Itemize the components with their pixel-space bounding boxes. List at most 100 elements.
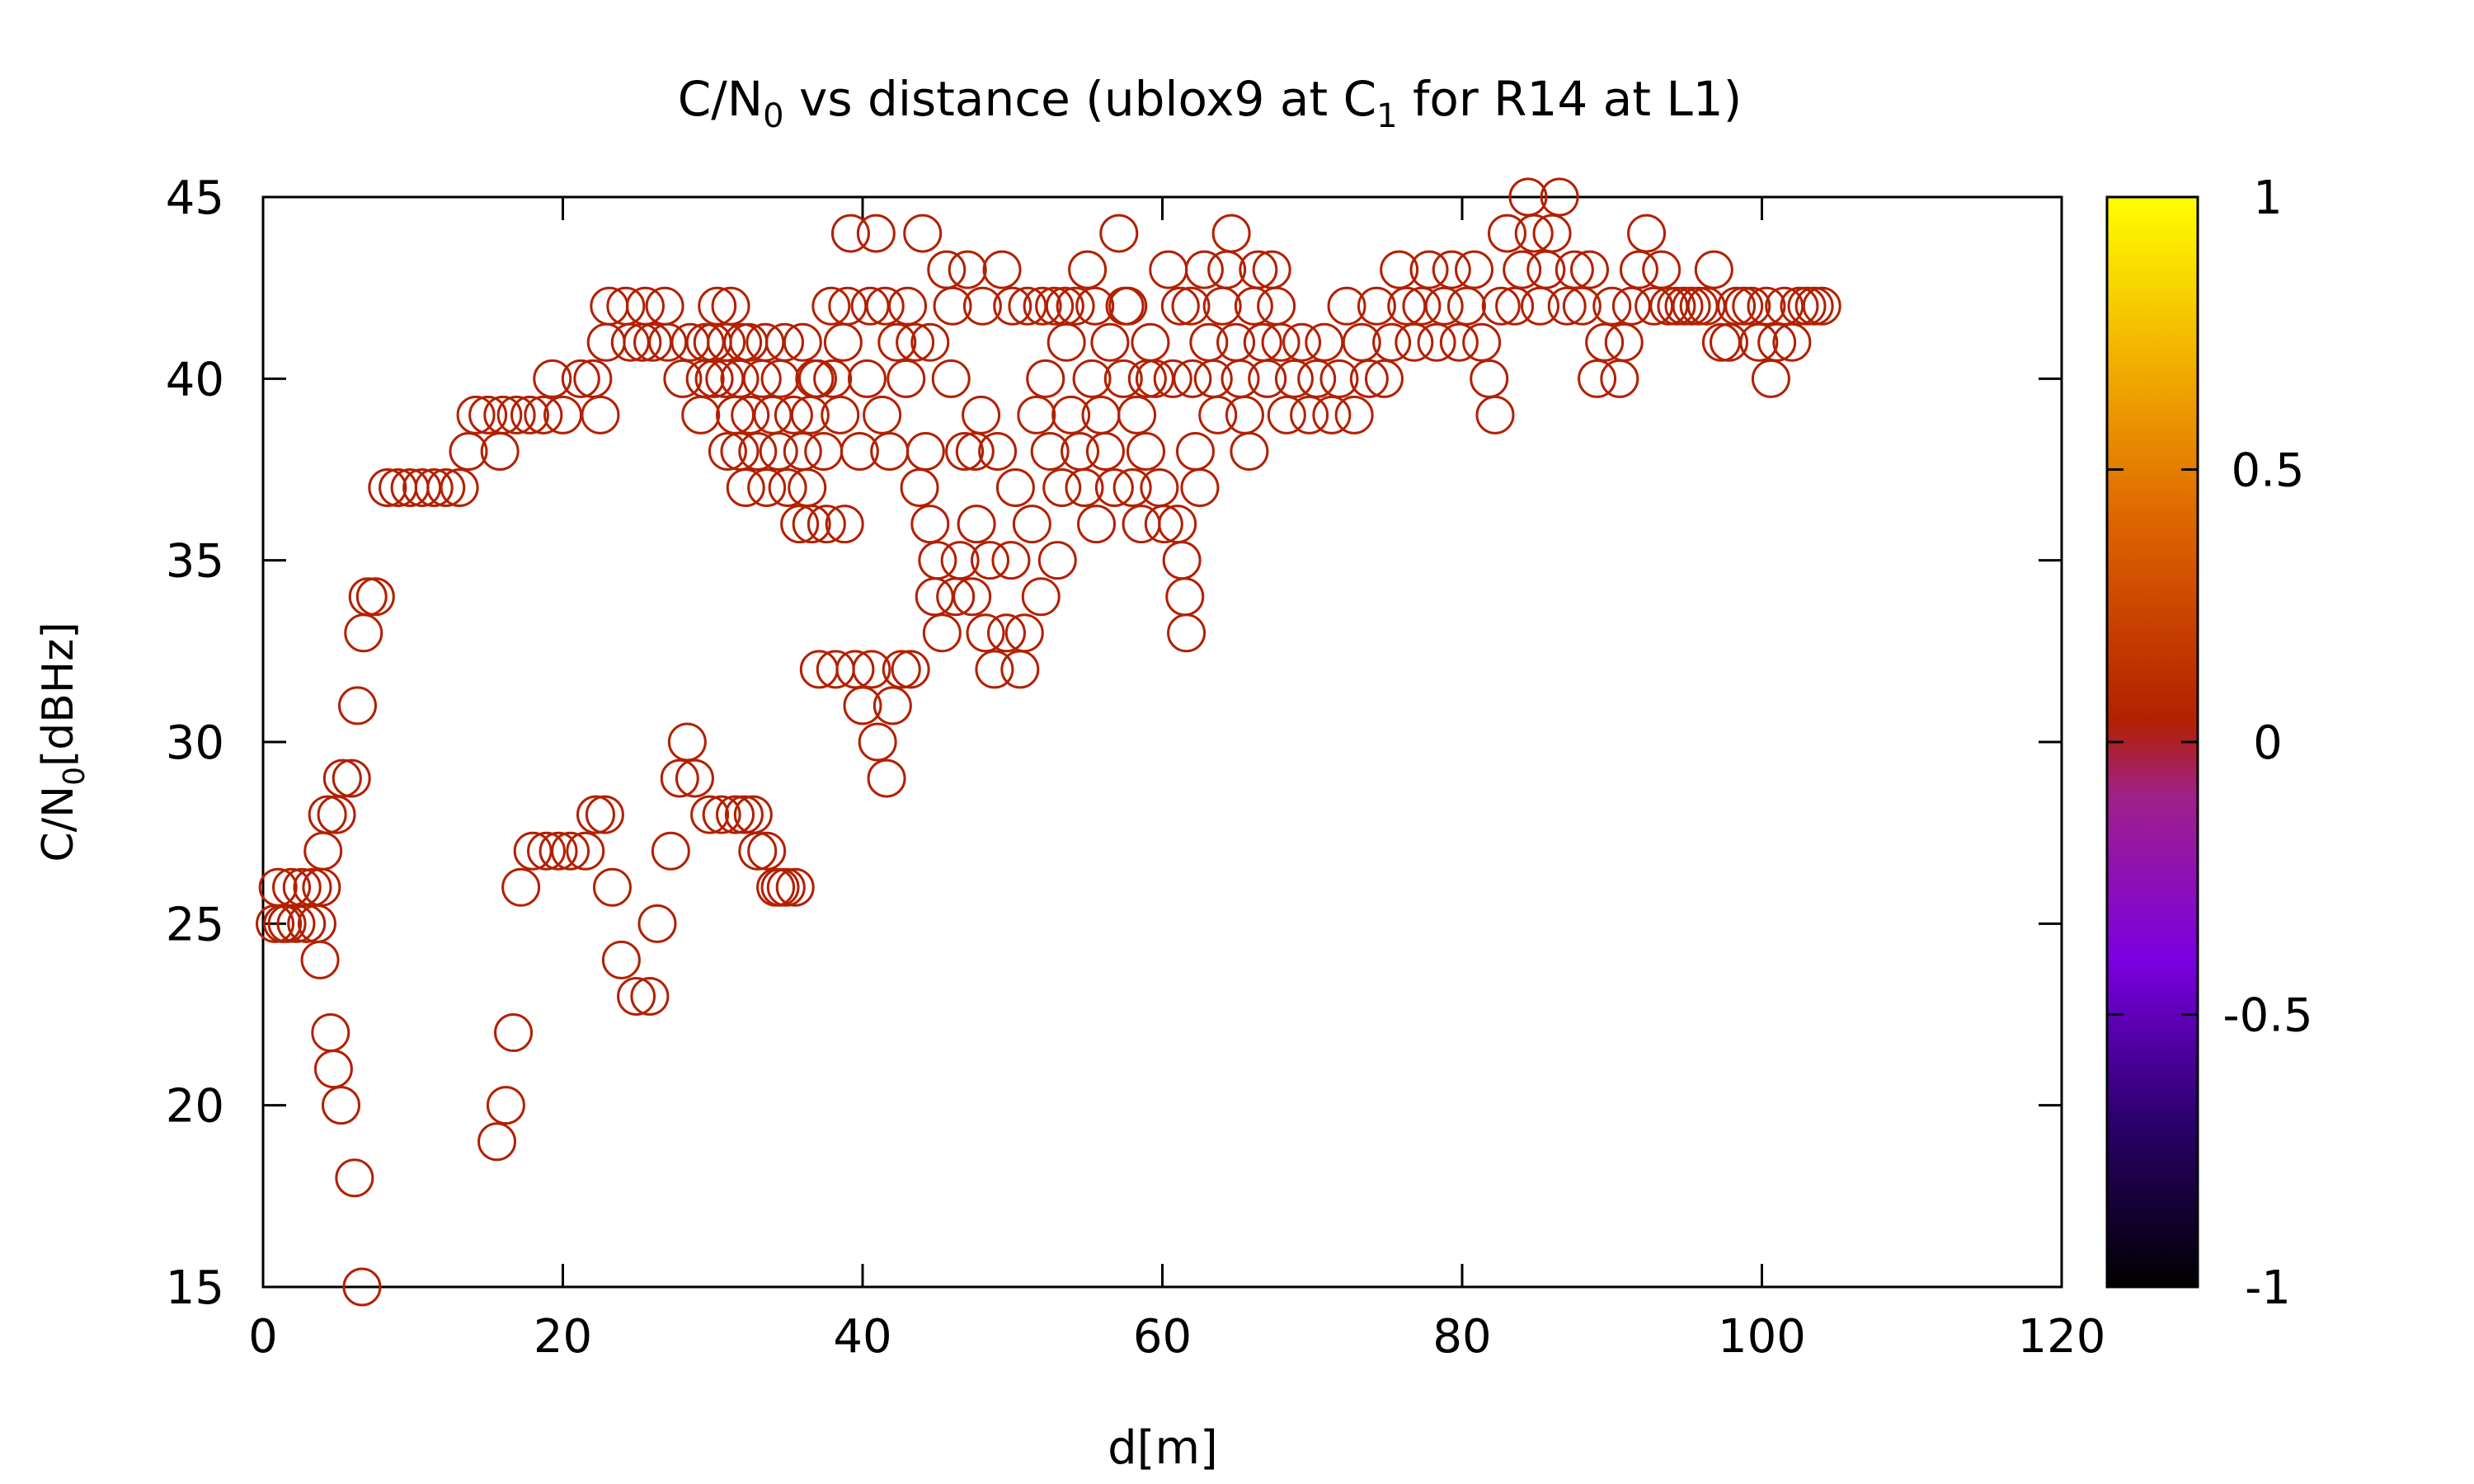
- data-point: [1664, 286, 1704, 326]
- data-point: [1395, 322, 1434, 362]
- data-point: [456, 395, 496, 434]
- data-point: [440, 468, 479, 508]
- data-point: [1364, 359, 1404, 398]
- data-point: [1481, 286, 1521, 326]
- data-point: [962, 395, 1001, 434]
- data-point: [1075, 286, 1115, 326]
- data-point: [1470, 359, 1509, 398]
- data-point: [1144, 505, 1183, 544]
- data-point: [1305, 322, 1344, 362]
- data-point: [1239, 250, 1278, 289]
- data-point: [816, 650, 855, 689]
- data-point: [768, 468, 807, 508]
- data-point: [840, 431, 879, 471]
- data-point: [645, 286, 684, 326]
- data-point: [1495, 286, 1535, 326]
- data-point: [1732, 286, 1771, 326]
- data-point: [573, 359, 613, 398]
- data-point: [468, 395, 508, 434]
- x-tick-label: 60: [1133, 1310, 1192, 1364]
- data-point: [1175, 431, 1215, 471]
- data-point: [1072, 359, 1112, 398]
- data-point: [1257, 286, 1296, 326]
- data-point: [790, 395, 830, 434]
- data-point: [1334, 395, 1374, 434]
- data-point: [1077, 505, 1117, 544]
- data-point: [966, 613, 1005, 653]
- data-point: [856, 214, 896, 253]
- data-point: [690, 795, 730, 834]
- data-point: [747, 468, 787, 508]
- data-point: [1402, 286, 1442, 326]
- data-point: [1035, 286, 1075, 326]
- data-point: [1357, 286, 1396, 326]
- data-point: [486, 1086, 525, 1125]
- data-point: [813, 359, 853, 398]
- data-point: [1772, 322, 1812, 362]
- data-point: [1167, 613, 1206, 653]
- data-point: [1327, 286, 1366, 326]
- data-point: [1439, 322, 1479, 362]
- data-point: [1717, 286, 1757, 326]
- data-point: [539, 831, 578, 871]
- data-point: [1261, 322, 1300, 362]
- data-point: [1105, 286, 1145, 326]
- data-point: [1694, 250, 1733, 289]
- data-point: [1540, 177, 1579, 217]
- data-point: [716, 395, 755, 434]
- data-point: [551, 831, 590, 871]
- data-point: [282, 867, 322, 907]
- data-point: [414, 468, 454, 508]
- data-point: [825, 505, 864, 544]
- data-point: [705, 359, 745, 398]
- y-tick-label: 20: [166, 1080, 224, 1134]
- data-point: [1739, 322, 1779, 362]
- data-point: [1604, 322, 1644, 362]
- data-point: [1592, 286, 1632, 326]
- data-point: [731, 395, 770, 434]
- data-point: [933, 286, 972, 326]
- y-tick-label: 30: [166, 716, 224, 770]
- data-point: [1127, 359, 1167, 398]
- data-point: [313, 1050, 353, 1089]
- x-tick-labels: 0 20 40 60 80 100 120: [248, 1310, 2105, 1364]
- y-tick-label: 25: [166, 898, 224, 951]
- data-point: [903, 214, 943, 253]
- data-point: [716, 795, 755, 834]
- data-point: [945, 431, 985, 471]
- data-point: [1380, 250, 1419, 289]
- data-point: [1153, 359, 1192, 398]
- data-point: [617, 976, 656, 1016]
- data-point: [637, 904, 677, 943]
- colorbar-tick-label: 0: [2253, 716, 2283, 770]
- x-tick-label: 20: [534, 1310, 592, 1364]
- data-point: [936, 577, 976, 617]
- data-point: [792, 505, 831, 544]
- data-point: [900, 468, 939, 508]
- data-point: [1297, 359, 1337, 398]
- data-point: [867, 758, 906, 798]
- data-point: [477, 1122, 517, 1162]
- data-point: [322, 1086, 361, 1125]
- data-point: [667, 722, 707, 762]
- data-point: [592, 867, 632, 907]
- data-point: [1017, 395, 1056, 434]
- data-point: [1122, 505, 1161, 544]
- data-point: [995, 468, 1035, 508]
- data-point: [759, 431, 798, 471]
- data-point: [1099, 214, 1139, 253]
- data-point: [1000, 650, 1040, 689]
- data-point: [317, 795, 356, 834]
- data-point: [804, 431, 844, 471]
- data-point: [1475, 395, 1515, 434]
- data-point: [524, 395, 563, 434]
- data-point: [494, 1013, 534, 1053]
- data-point: [648, 322, 688, 362]
- data-point: [957, 505, 996, 544]
- data-point: [293, 867, 332, 907]
- data-point: [865, 286, 905, 326]
- data-point: [1554, 250, 1594, 289]
- data-point: [843, 686, 882, 726]
- data-point: [1802, 286, 1841, 326]
